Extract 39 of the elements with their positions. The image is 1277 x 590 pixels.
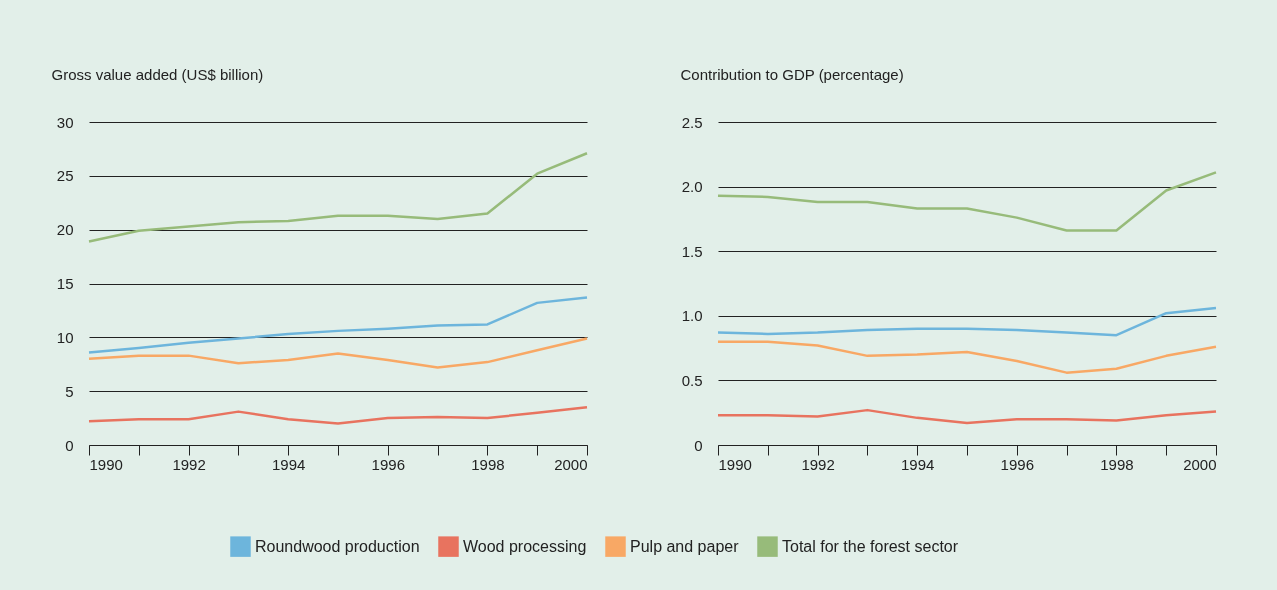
- legend-label: Pulp and paper: [630, 537, 740, 555]
- line-series: [87, 151, 589, 243]
- line-series: [87, 296, 589, 354]
- y-tick-label: 2.0: [681, 178, 703, 196]
- x-tick-label: 1996: [371, 455, 405, 473]
- y-tick-label: 2.5: [681, 113, 703, 131]
- y-tick-label: 0: [65, 436, 74, 454]
- y-tick-label: 1.0: [681, 307, 703, 325]
- y-tick-label: 0.5: [681, 371, 703, 389]
- x-tick-label: 1996: [1000, 455, 1034, 473]
- y-tick-label: 0: [694, 436, 703, 454]
- y-tick-label: 25: [56, 167, 74, 185]
- line-series: [716, 171, 1218, 232]
- legend-label: Wood processing: [463, 537, 587, 555]
- x-tick-label: 1990: [718, 455, 752, 473]
- y-axis-title: Contribution to GDP (percentage): [680, 65, 904, 83]
- x-tick-label: 1992: [801, 455, 835, 473]
- x-tick-label: 1994: [901, 455, 935, 473]
- line-series: [716, 340, 1218, 374]
- x-tick-label: 2000: [554, 455, 588, 473]
- x-tick-label: 1990: [89, 455, 123, 473]
- x-tick-label: 1992: [172, 455, 206, 473]
- y-tick-label: 20: [56, 221, 74, 239]
- legend-label: Roundwood production: [255, 537, 420, 555]
- y-axis-title: Gross value added (US$ billion): [51, 65, 264, 83]
- line-series: [87, 337, 589, 369]
- y-tick-label: 1.5: [681, 242, 703, 260]
- x-tick-label: 1998: [1100, 455, 1134, 473]
- y-tick-label: 5: [65, 382, 74, 400]
- y-tick-label: 15: [56, 275, 74, 292]
- legend-label: Total for the forest sector: [782, 537, 959, 555]
- x-tick-label: 2000: [1183, 455, 1217, 473]
- y-tick-label: 30: [56, 113, 74, 131]
- line-series: [87, 406, 589, 425]
- x-tick-label: 1994: [272, 455, 306, 473]
- y-tick-label: 10: [56, 328, 74, 346]
- line-series: [716, 306, 1218, 337]
- line-series: [716, 408, 1218, 425]
- x-tick-label: 1998: [471, 455, 505, 473]
